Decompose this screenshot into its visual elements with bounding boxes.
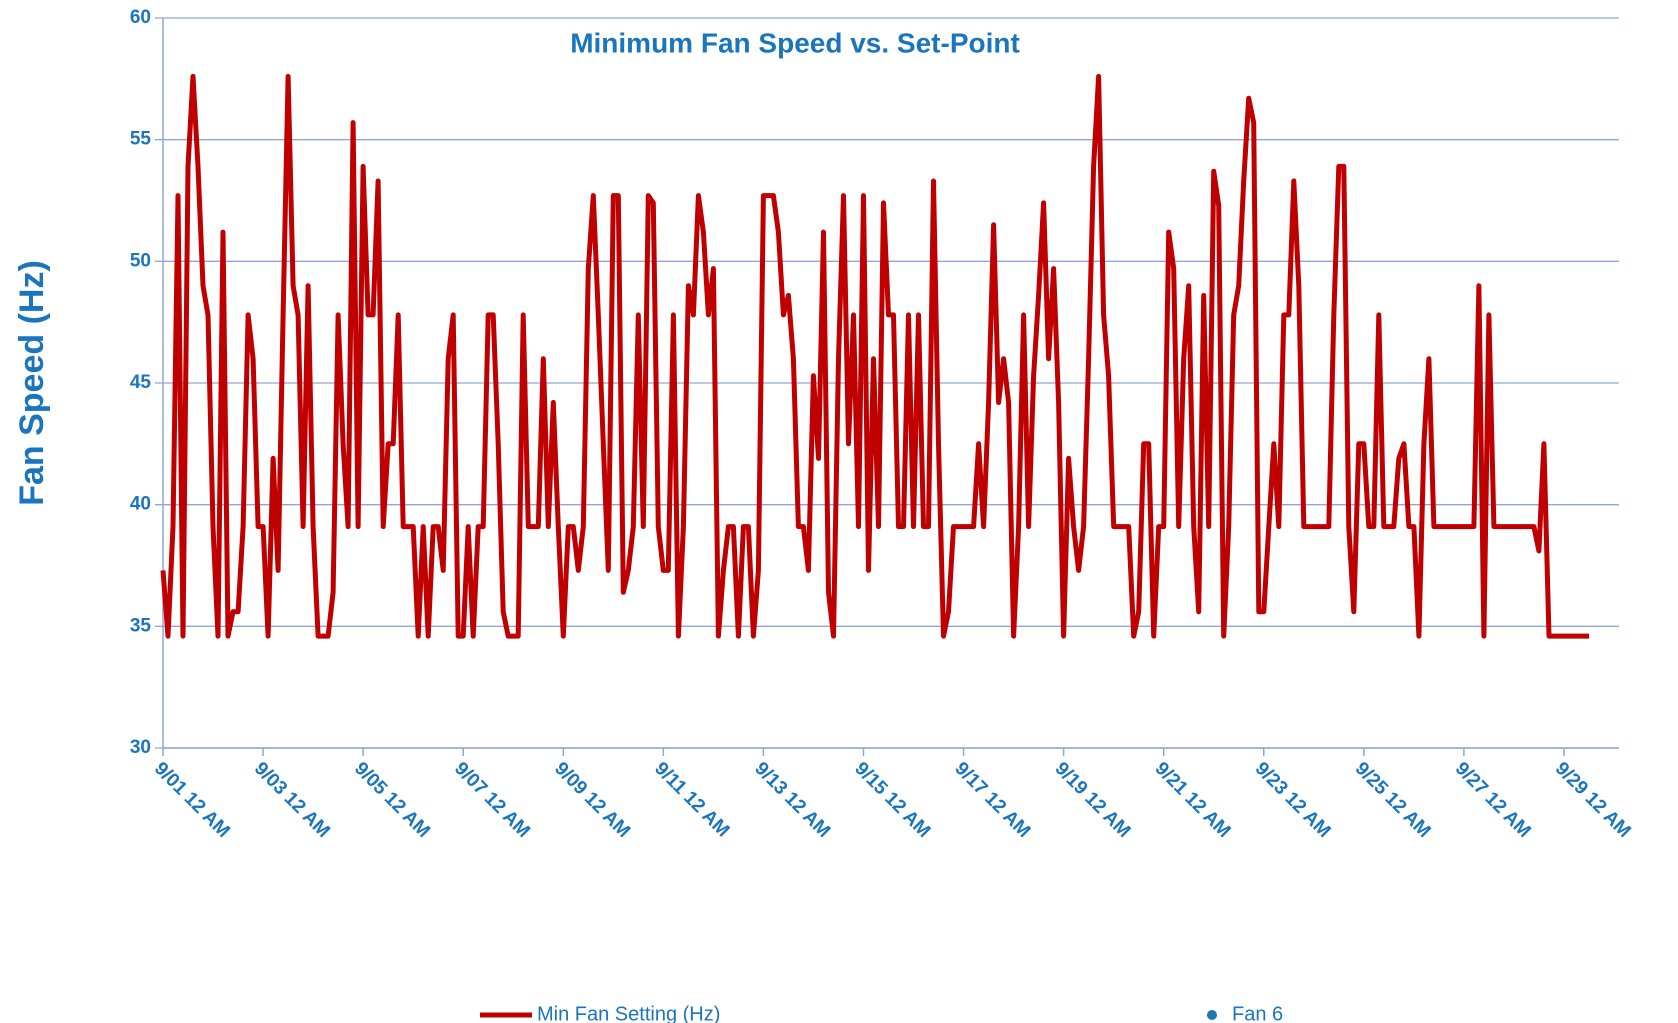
x-tick-label: 9/13 12 AM xyxy=(750,758,834,842)
x-tick-label: 9/15 12 AM xyxy=(850,758,934,842)
x-tick-label: 9/05 12 AM xyxy=(350,758,434,842)
legend-label: Fan 6 xyxy=(1232,1003,1283,1023)
x-tick-label: 9/09 12 AM xyxy=(550,758,634,842)
x-tick-label: 9/19 12 AM xyxy=(1051,758,1135,842)
chart-title: Minimum Fan Speed vs. Set-Point xyxy=(570,27,1020,58)
x-tick-label: 9/07 12 AM xyxy=(450,758,534,842)
legend-label: Min Fan Setting (Hz) xyxy=(537,1003,720,1023)
x-tick-label: 9/03 12 AM xyxy=(250,758,334,842)
x-tick-label: 9/11 12 AM xyxy=(650,758,733,841)
y-tick-label: 35 xyxy=(130,615,152,636)
data-line xyxy=(160,73,1589,639)
legend-marker xyxy=(1207,1010,1217,1020)
y-axis-label: Fan Speed (Hz) xyxy=(13,260,51,506)
x-tick-label: 9/29 12 AM xyxy=(1551,758,1635,842)
y-tick-label: 45 xyxy=(130,372,152,393)
y-tick-label: 40 xyxy=(130,494,151,515)
y-tick-label: 30 xyxy=(130,737,151,758)
x-tick-label: 9/21 12 AM xyxy=(1151,758,1235,842)
x-tick-label: 9/17 12 AM xyxy=(950,758,1034,842)
y-tick-label: 60 xyxy=(130,7,151,28)
x-tick-label: 9/01 12 AM xyxy=(150,758,234,842)
x-tick-label: 9/27 12 AM xyxy=(1451,758,1535,842)
y-tick-label: 50 xyxy=(130,250,151,271)
x-tick-label: 9/25 12 AM xyxy=(1351,758,1435,842)
x-tick-label: 9/23 12 AM xyxy=(1251,758,1335,842)
y-tick-label: 55 xyxy=(130,129,152,150)
